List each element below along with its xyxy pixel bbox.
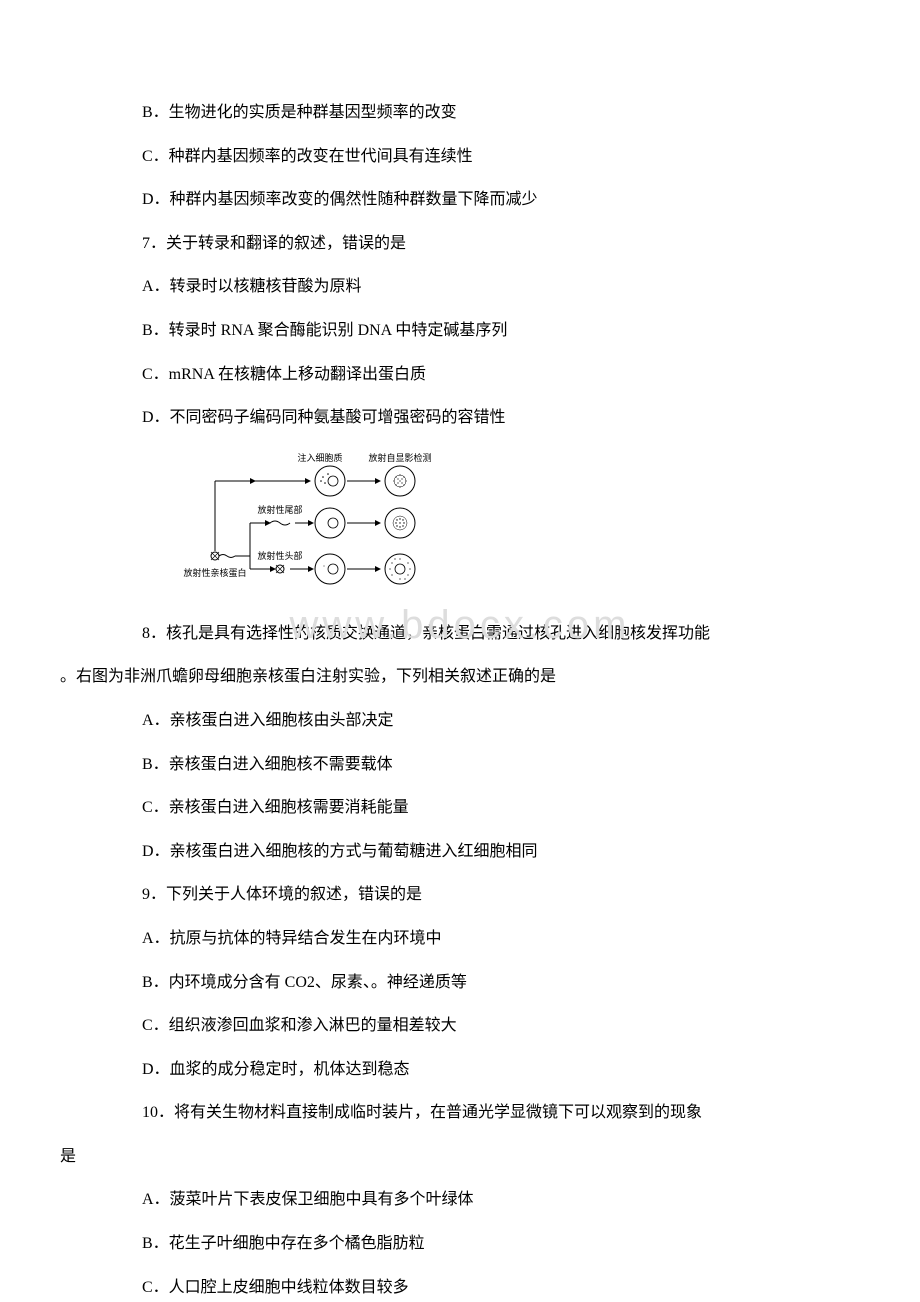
q8-option-a: A．亲核蛋白进入细胞核由头部决定 (60, 708, 860, 734)
q10-stem-part2: 是 (60, 1144, 860, 1170)
q8-option-d: D．亲核蛋白进入细胞核的方式与葡萄糖进入红细胞相同 (60, 839, 860, 865)
q7-option-b: B．转录时 RNA 聚合酶能识别 DNA 中特定碱基序列 (60, 318, 860, 344)
q7-option-d: D．不同密码子编码同种氨基酸可增强密码的容错性 (60, 405, 860, 431)
q8-stem-part1: 8．核孔是具有选择性的核质交换通道，亲核蛋白需通过核孔进入细胞核发挥功能 (60, 621, 860, 647)
label-inject: 注入细胞质 (297, 452, 342, 463)
q10-stem-part1: 10．将有关生物材料直接制成临时装片，在普通光学显微镜下可以观察到的现象 (60, 1100, 860, 1126)
q7-stem: 7．关于转录和翻译的叙述，错误的是 (60, 231, 860, 257)
q7-option-c: C．mRNA 在核糖体上移动翻译出蛋白质 (60, 362, 860, 388)
label-detect: 放射自显影检测 (368, 452, 431, 463)
label-tail: 放射性尾部 (257, 504, 302, 515)
label-protein: 放射性亲核蛋白 (183, 567, 246, 578)
q7-option-a: A．转录时以核糖核苷酸为原料 (60, 274, 860, 300)
q8-stem-part2: 。右图为非洲爪蟾卵母细胞亲核蛋白注射实验，下列相关叙述正确的是 (60, 664, 860, 690)
q8-option-b: B．亲核蛋白进入细胞核不需要载体 (60, 752, 860, 778)
q10-option-c: C．人口腔上皮细胞中线粒体数目较多 (60, 1275, 860, 1301)
q9-stem: 9．下列关于人体环境的叙述，错误的是 (60, 882, 860, 908)
q9-option-d: D．血浆的成分稳定时，机体达到稳态 (60, 1057, 860, 1083)
label-head: 放射性头部 (257, 550, 302, 561)
q6-option-c: C．种群内基因频率的改变在世代间具有连续性 (60, 144, 860, 170)
experiment-diagram: 注入细胞质 放射自显影检测 放射性尾部 (180, 451, 460, 601)
diagram-svg: 注入细胞质 放射自显影检测 放射性尾部 (180, 451, 460, 601)
q10-option-b: B．花生子叶细胞中存在多个橘色脂肪粒 (60, 1231, 860, 1257)
q10-option-a: A．菠菜叶片下表皮保卫细胞中具有多个叶绿体 (60, 1187, 860, 1213)
q6-option-b: B．生物进化的实质是种群基因型频率的改变 (60, 100, 860, 126)
q9-option-b: B．内环境成分含有 CO2、尿素、。神经递质等 (60, 970, 860, 996)
q9-option-c: C．组织液渗回血浆和渗入淋巴的量相差较大 (60, 1013, 860, 1039)
q8-option-c: C．亲核蛋白进入细胞核需要消耗能量 (60, 795, 860, 821)
q9-option-a: A．抗原与抗体的特异结合发生在内环境中 (60, 926, 860, 952)
q6-option-d: D．种群内基因频率改变的偶然性随种群数量下降而减少 (60, 187, 860, 213)
